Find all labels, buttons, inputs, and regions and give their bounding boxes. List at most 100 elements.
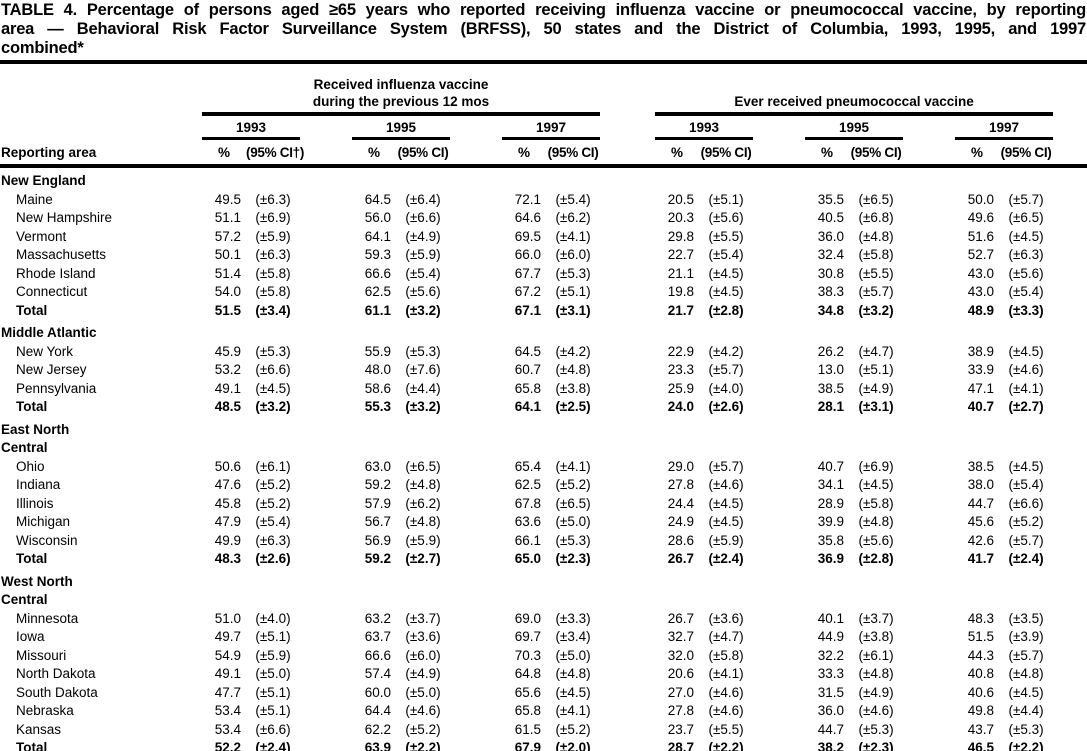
pneumococcal-group-line1: Ever received pneumococcal vaccine [734,94,974,109]
pct-value: 36.0 [817,703,845,718]
year-flu-1993: 1993 [202,114,300,140]
column-gap [450,343,502,362]
section-name: West North [1,573,73,589]
ci-value: (±4.5) [1008,458,1044,474]
section-name: Central [1,592,48,607]
row-label: Total [16,399,48,414]
pct-value: 36.0 [817,228,845,244]
column-gap [753,550,805,569]
pct-value: 67.8 [514,495,541,511]
state-row: Kansas 53.4 (±6.6) 62.2 (±5.2) 61.5 (±5.2) 23.7… [0,721,1087,740]
state-row: South Dakota 47.7 (±5.1) 60.0 (±5.0) 65.6 (±4.… [0,684,1087,703]
pct-value: 58.6 [364,380,391,396]
pct-header: % [805,138,850,168]
ci-value: (±4.5) [858,477,894,492]
pct-value: 13.0 [817,362,845,377]
row-trailing-space [1053,398,1087,417]
empty-cell [0,114,202,139]
state-row: Connecticut 54.0 (±5.8) 62.5 (±5.6) 67.2 (±5.1… [0,283,1087,302]
state-row: Ohio 50.6 (±6.1) 63.0 (±6.5) 65.4 (±4.1) 29.0 (±… [0,458,1087,477]
column-header-row: Reporting area % (95% CI†) % (95% CI) % … [0,138,1087,168]
column-gap [300,380,352,399]
pct-value: 64.5 [364,191,391,207]
total-row: Total 48.5 (±3.2) 55.3 (±3.2) 64.1 (±2.5) 24.0 (… [0,398,1087,417]
state-row: New Hampshire 51.1 (±6.9) 56.0 (±6.6) 64.6 (±6… [0,209,1087,228]
column-gap [903,302,955,321]
pct-value: 69.0 [514,610,541,626]
column-gap [753,647,805,666]
column-gap [300,647,352,666]
row-label: Missouri [16,647,67,663]
ci-value: (±4.0) [255,610,291,626]
column-gap [753,302,805,321]
state-row: Minnesota 51.0 (±4.0) 63.2 (±3.7) 69.0 (±3.3) 2… [0,610,1087,629]
total-row: Total 51.5 (±3.4) 61.1 (±3.2) 67.1 (±3.1) 21.7 (… [0,302,1087,321]
pct-value: 53.4 [214,721,241,737]
column-gap [450,702,502,721]
pct-value: 63.9 [364,740,391,751]
row-trailing-space [1053,380,1087,399]
pct-value: 28.6 [667,532,695,548]
group-gap [600,610,655,629]
pct-value: 49.1 [214,380,241,396]
column-gap [450,246,502,265]
column-gap [903,513,955,532]
ci-value: (±6.9) [255,210,291,225]
column-gap [753,495,805,514]
pct-value: 28.9 [817,495,845,511]
pct-value: 47.1 [967,380,995,396]
section-name: New England [1,173,86,188]
section-header-row: Central [0,591,1087,610]
column-gap [300,739,352,751]
pct-value: 33.3 [817,666,845,681]
ci-value: (±5.0) [255,666,291,681]
pct-value: 35.5 [817,191,845,207]
ci-value: (±5.4) [1008,477,1044,492]
column-gap [753,114,805,139]
ci-value: (±4.6) [708,477,744,492]
row-trailing-space [1053,684,1087,703]
pct-value: 48.3 [967,610,995,626]
column-gap [300,458,352,477]
row-trailing-space [1053,191,1087,210]
pct-header: % [352,138,396,168]
pct-value: 52.7 [967,247,995,262]
group-gap [600,380,655,399]
pct-value: 67.1 [514,302,541,318]
row-label: South Dakota [16,684,98,700]
pct-value: 24.4 [667,495,695,511]
pct-header: % [955,138,1000,168]
pct-value: 31.5 [817,684,845,700]
pct-value: 49.7 [214,629,241,644]
ci-value: (±4.8) [858,228,894,244]
column-gap [903,191,955,210]
ci-value: (±6.1) [858,647,894,663]
row-label: Illinois [16,495,54,511]
row-label: Ohio [16,458,45,474]
group-gap [600,209,655,228]
pct-value: 45.8 [214,495,241,511]
state-row: Pennsylvania 49.1 (±4.5) 58.6 (±4.4) 65.8 (±3.… [0,380,1087,399]
group-gap [600,302,655,321]
section-name: Central [1,440,48,455]
pct-value: 69.5 [514,228,541,244]
column-gap [753,361,805,380]
column-gap [903,702,955,721]
column-gap [450,513,502,532]
ci-value: (±3.4) [555,629,591,644]
column-gap [300,476,352,495]
ci-value: (±4.2) [708,343,744,359]
ci-value: (±3.9) [1008,629,1044,644]
pct-value: 38.0 [967,477,995,492]
ci-value: (±2.4) [1008,551,1044,566]
state-row: Maine 49.5 (±6.3) 64.5 (±6.4) 72.1 (±5.4) 20.5 (… [0,191,1087,210]
pct-value: 51.1 [214,210,241,225]
column-gap [903,265,955,284]
group-gap [600,343,655,362]
pct-value: 65.8 [514,380,541,396]
ci-value: (±4.1) [555,228,591,244]
column-gap [450,302,502,321]
pct-value: 44.7 [817,721,845,737]
ci-value: (±5.2) [1008,514,1044,529]
ci-value: (±4.9) [405,666,441,681]
